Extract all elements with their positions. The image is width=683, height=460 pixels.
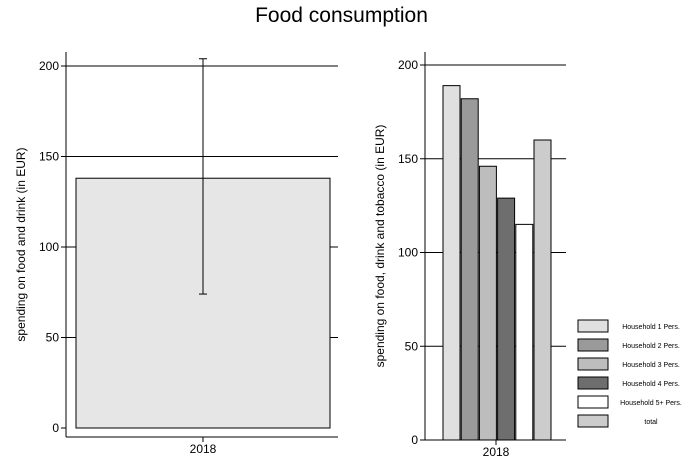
legend-swatch-2 xyxy=(577,338,609,352)
legend-swatch-5 xyxy=(577,395,609,409)
legend-label-6: total xyxy=(644,419,658,426)
left-y-axis-label: spending on food and drink (in EUR) xyxy=(14,147,28,341)
legend-label-4: Household 4 Pers. xyxy=(622,381,680,388)
right-y-axis-label: spending on food, drink and tobacco (in … xyxy=(373,125,387,368)
legend-label-5: Household 5+ Pers. xyxy=(620,400,682,407)
legend-label-3: Household 3 Pers. xyxy=(622,362,680,369)
legend-label-1: Household 1 Pers. xyxy=(622,324,680,331)
left-y-tick-label: 0 xyxy=(52,421,59,435)
legend-swatch-6 xyxy=(577,414,609,428)
right-y-tick-label: 150 xyxy=(398,152,418,166)
right-bar-2 xyxy=(460,98,479,441)
right-y-tick-label: 0 xyxy=(411,433,418,447)
chart-title: Food consumption xyxy=(255,4,428,27)
left-x-tick-label: 2018 xyxy=(190,442,217,456)
left-y-tick-label: 150 xyxy=(39,150,59,164)
right-bar-4 xyxy=(497,197,516,441)
right-y-tick-label: 100 xyxy=(398,246,418,260)
legend-swatch-4 xyxy=(577,376,609,390)
legend-swatch-3 xyxy=(577,357,609,371)
legend-label-2: Household 2 Pers. xyxy=(622,343,680,350)
legend-swatch-1 xyxy=(577,319,609,333)
right-bar-6 xyxy=(533,139,552,441)
right-bar-5 xyxy=(515,223,534,441)
left-y-tick-label: 100 xyxy=(39,240,59,254)
left-y-tick-label: 50 xyxy=(46,331,60,345)
right-y-tick-label: 50 xyxy=(405,339,419,353)
left-y-tick-label: 200 xyxy=(39,59,59,73)
right-y-tick-label: 200 xyxy=(398,58,418,72)
right-bar-1 xyxy=(442,85,461,441)
right-x-tick-label: 2018 xyxy=(483,445,510,459)
right-bar-3 xyxy=(478,165,497,441)
